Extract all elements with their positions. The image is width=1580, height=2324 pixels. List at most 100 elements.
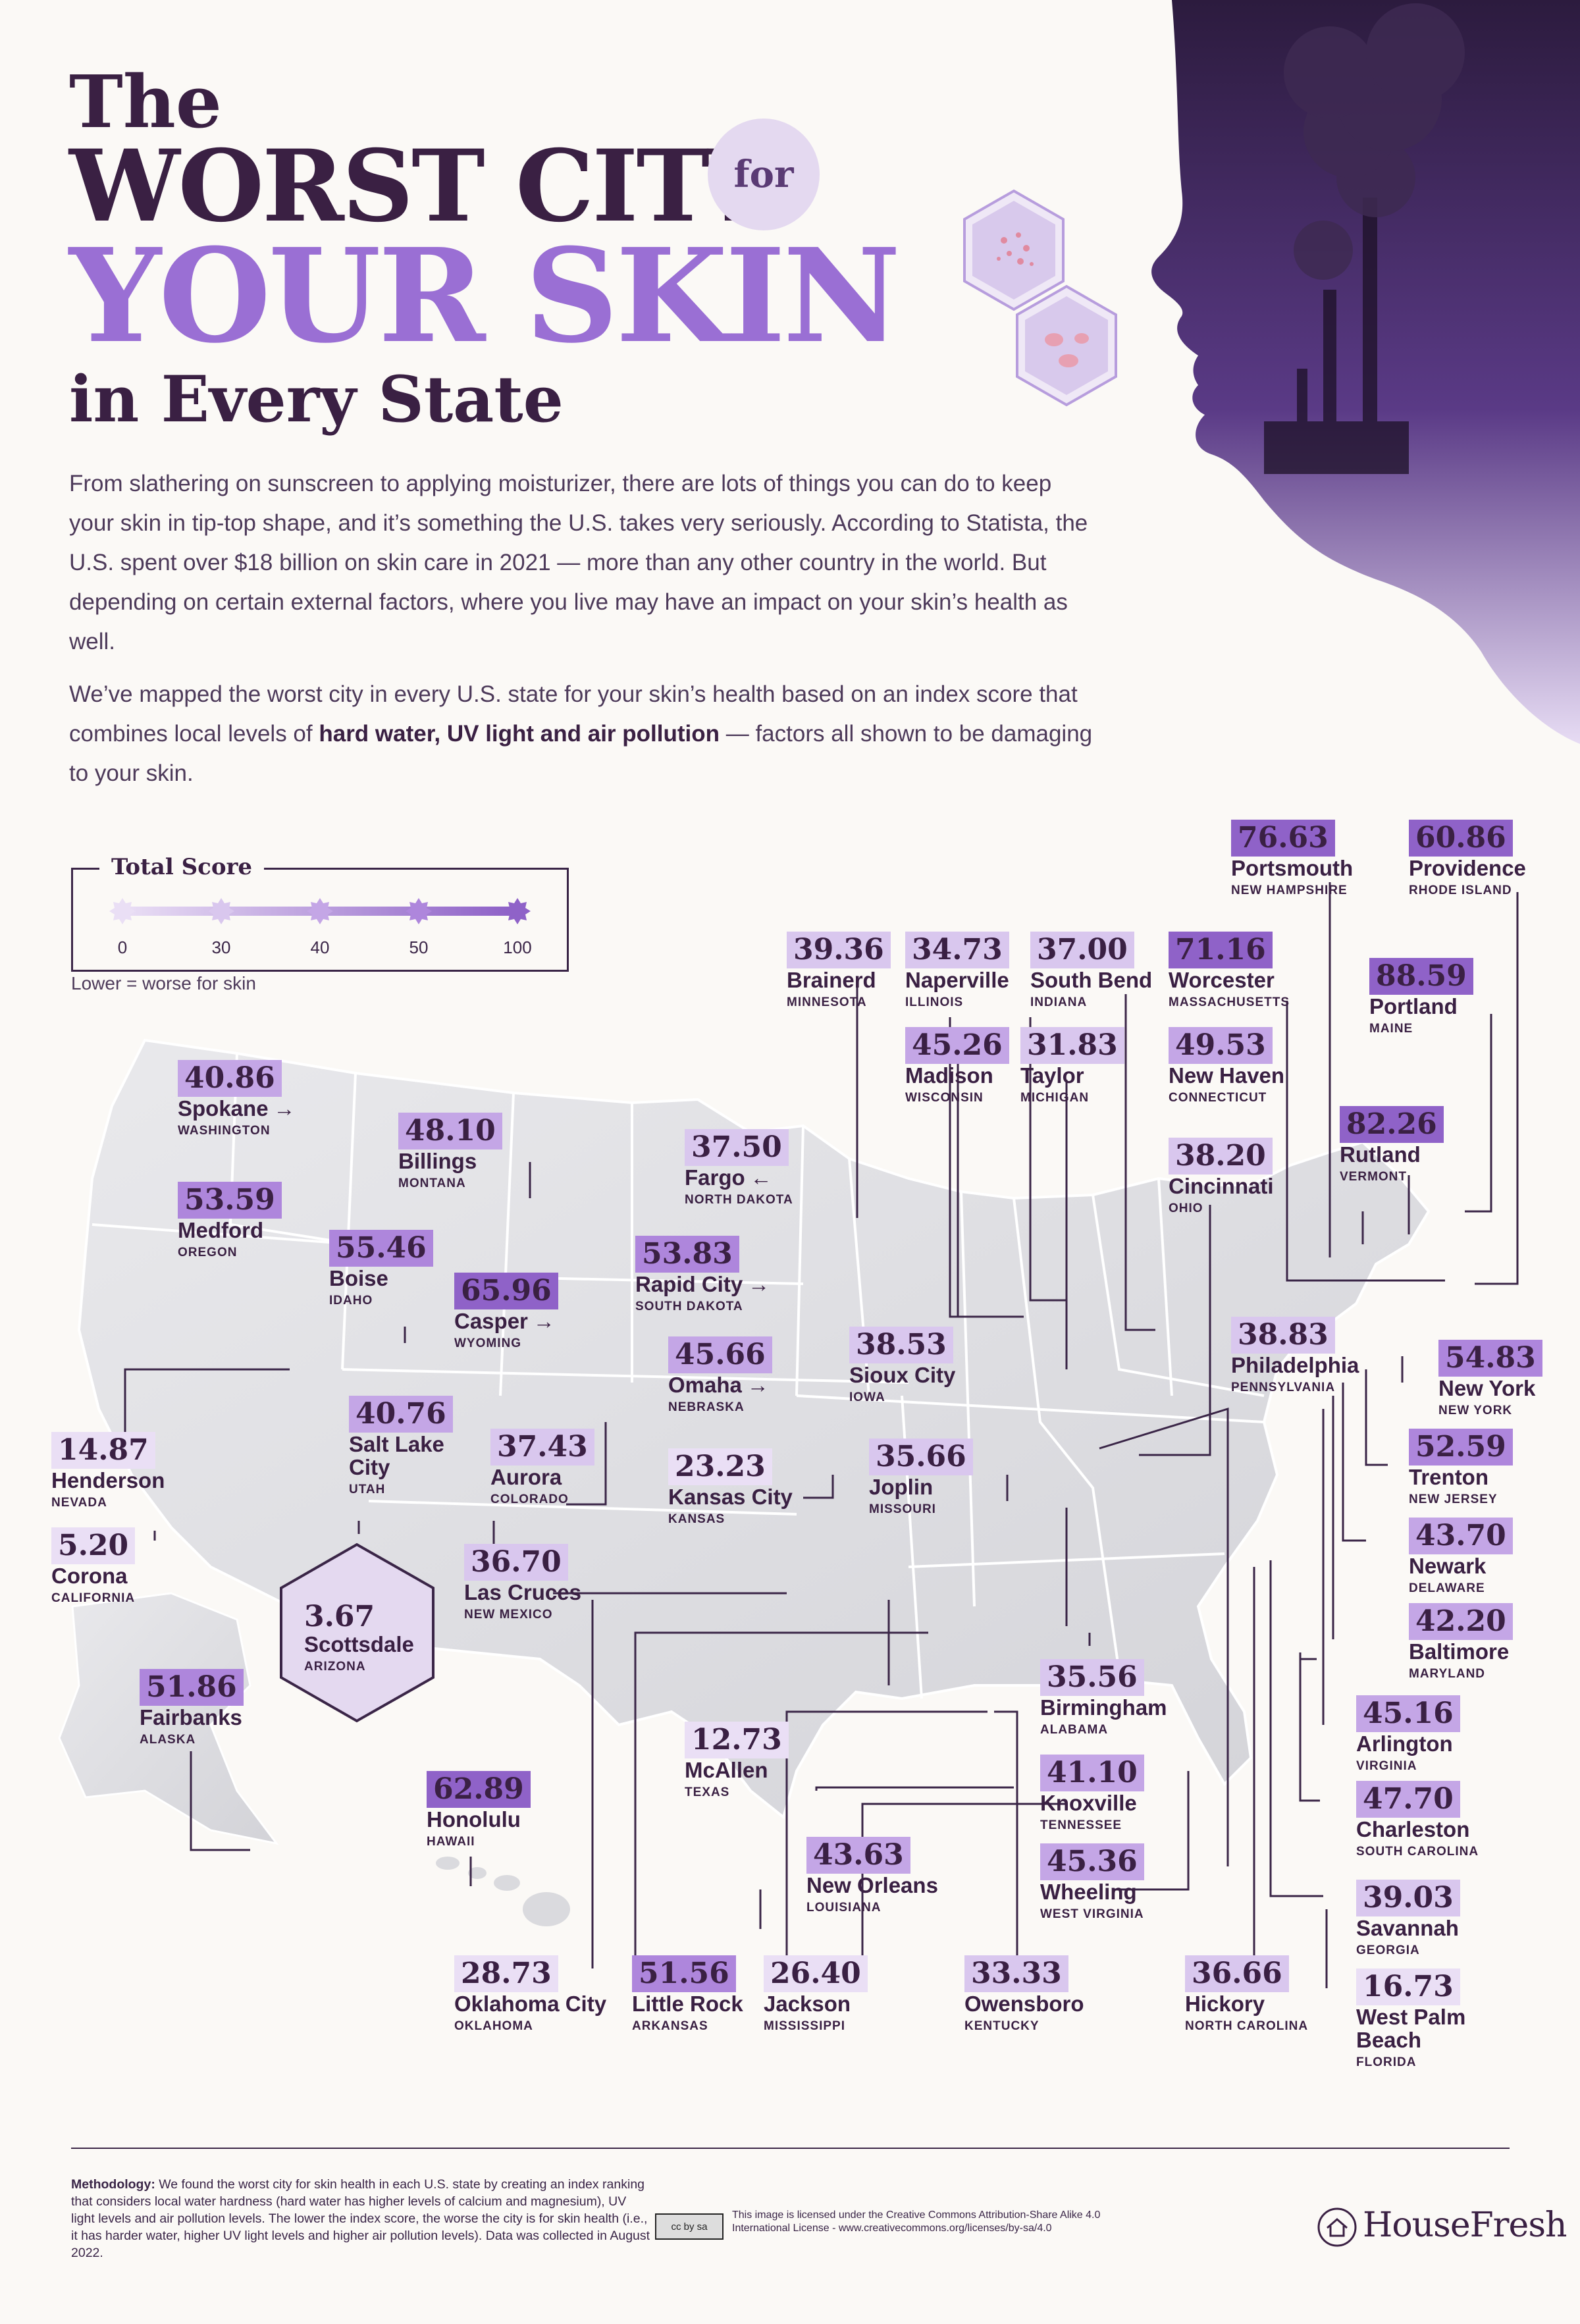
city-name: Savannah bbox=[1356, 1916, 1460, 1940]
city-name: Charleston bbox=[1356, 1818, 1479, 1841]
state-name: WYOMING bbox=[454, 1336, 521, 1350]
city-name: Spokane → bbox=[178, 1097, 296, 1120]
city-name-text: Boise bbox=[329, 1266, 388, 1290]
intro-text: We’ve mapped the worst city in every U.S… bbox=[69, 681, 1078, 747]
city-score: 40.86 bbox=[178, 1060, 282, 1097]
city-card-minnesota: 39.36 Brainerd MINNESOTA bbox=[787, 932, 891, 1010]
city-card-wyoming: 65.96 Casper → WYOMING bbox=[454, 1273, 558, 1351]
city-card-rhodeisland: 60.86 Providence RHODE ISLAND bbox=[1409, 820, 1526, 898]
city-card-newjersey: 52.59 Trenton NEW JERSEY bbox=[1409, 1429, 1513, 1507]
title-line-1: The bbox=[69, 59, 222, 144]
city-score: 42.20 bbox=[1409, 1603, 1513, 1640]
city-name-text: Corona bbox=[51, 1564, 128, 1588]
state-name: ARKANSAS bbox=[632, 2019, 708, 2033]
city-score: 37.43 bbox=[490, 1429, 594, 1466]
city-score: 49.53 bbox=[1169, 1027, 1273, 1064]
city-name: Birmingham bbox=[1040, 1696, 1167, 1719]
city-name: Fairbanks bbox=[140, 1706, 244, 1729]
intro-paragraph-1: From slathering on sunscreen to applying… bbox=[69, 471, 1088, 654]
city-name: Portland bbox=[1369, 995, 1473, 1018]
state-name: MASSACHUSETTS bbox=[1169, 995, 1290, 1009]
intro-text-end: — factors all shown to be damaging to yo… bbox=[69, 721, 1093, 786]
city-name-text: Rapid City bbox=[635, 1272, 743, 1296]
city-score: 37.00 bbox=[1030, 932, 1134, 968]
city-name-text: Honolulu bbox=[427, 1807, 521, 1832]
city-card-southdakota: 53.83 Rapid City → SOUTH DAKOTA bbox=[635, 1236, 770, 1314]
city-name: Medford bbox=[178, 1219, 282, 1242]
cc-license-badge: cc by sa bbox=[655, 2213, 724, 2240]
city-name-text: Providence bbox=[1409, 856, 1526, 880]
city-card-arizona: 3.67 Scottsdale ARIZONA bbox=[304, 1601, 414, 1674]
city-name: New Orleans bbox=[806, 1874, 938, 1897]
state-name: ALABAMA bbox=[1040, 1723, 1109, 1737]
city-score: 16.73 bbox=[1356, 1968, 1460, 2005]
city-score: 55.46 bbox=[329, 1230, 433, 1267]
city-score: 45.16 bbox=[1356, 1695, 1460, 1732]
city-card-oklahoma: 28.73 Oklahoma City OKLAHOMA bbox=[454, 1955, 606, 2034]
state-name: RHODE ISLAND bbox=[1409, 884, 1512, 897]
city-card-colorado: 37.43 Aurora COLORADO bbox=[490, 1429, 594, 1507]
state-name: VIRGINIA bbox=[1356, 1759, 1417, 1773]
city-score: 62.89 bbox=[427, 1771, 531, 1808]
state-name: HAWAII bbox=[427, 1835, 475, 1849]
state-name: OKLAHOMA bbox=[454, 2019, 533, 2033]
city-name-text: Oklahoma City bbox=[454, 1992, 607, 2016]
city-name-text: New Haven bbox=[1169, 1063, 1285, 1088]
city-name-text: Las Cruces bbox=[464, 1580, 581, 1604]
state-name: NEW YORK bbox=[1438, 1404, 1513, 1417]
city-name: Providence bbox=[1409, 857, 1526, 880]
city-name-text: Philadelphia bbox=[1231, 1353, 1359, 1377]
city-score: 43.63 bbox=[806, 1837, 910, 1874]
city-score: 39.03 bbox=[1356, 1880, 1460, 1916]
city-name-text: Medford bbox=[178, 1218, 264, 1242]
city-score: 76.63 bbox=[1231, 820, 1335, 857]
city-name: New Haven bbox=[1169, 1064, 1284, 1087]
city-score: 12.73 bbox=[685, 1722, 789, 1758]
city-card-northdakota: 37.50 Fargo ← NORTH DAKOTA bbox=[685, 1129, 793, 1207]
state-name: MAINE bbox=[1369, 1022, 1413, 1036]
title-line-4: in Every State bbox=[69, 362, 564, 436]
city-name-text: Omaha bbox=[668, 1373, 742, 1397]
city-score: 48.10 bbox=[398, 1113, 502, 1149]
city-card-maryland: 42.20 Baltimore MARYLAND bbox=[1409, 1603, 1513, 1681]
legend-tick-label: 0 bbox=[117, 938, 128, 957]
city-card-newyork: 54.83 New York NEW YORK bbox=[1438, 1340, 1542, 1418]
city-score: 51.86 bbox=[140, 1669, 244, 1706]
city-score: 65.96 bbox=[454, 1273, 558, 1309]
city-name-text: Trenton bbox=[1409, 1465, 1488, 1489]
city-name: Oklahoma City bbox=[454, 1992, 606, 2015]
state-name: WASHINGTON bbox=[178, 1124, 271, 1138]
state-name: OHIO bbox=[1169, 1202, 1203, 1215]
city-name: Hickory bbox=[1185, 1992, 1308, 2015]
city-score: 41.10 bbox=[1040, 1755, 1144, 1791]
city-name: Rutland bbox=[1340, 1143, 1444, 1166]
city-name-text: Brainerd bbox=[787, 968, 876, 992]
city-card-kansas: 23.23 Kansas City KANSAS bbox=[668, 1448, 793, 1527]
state-name: LOUISIANA bbox=[806, 1901, 882, 1915]
methodology-text: We found the worst city for skin health … bbox=[71, 2177, 650, 2260]
state-name: ALASKA bbox=[140, 1733, 196, 1747]
city-name-text: Rutland bbox=[1340, 1142, 1421, 1167]
state-name: NEW MEXICO bbox=[464, 1608, 553, 1622]
city-score: 37.50 bbox=[685, 1129, 789, 1166]
city-card-indiana: 37.00 South Bend INDIANA bbox=[1030, 932, 1152, 1010]
city-score: 71.16 bbox=[1169, 932, 1273, 968]
city-card-delaware: 43.70 Newark DELAWARE bbox=[1409, 1518, 1513, 1596]
state-name: NEBRASKA bbox=[668, 1400, 745, 1414]
state-name: NEW JERSEY bbox=[1409, 1492, 1498, 1506]
state-name: NORTH DAKOTA bbox=[685, 1193, 793, 1207]
city-card-idaho: 55.46 Boise IDAHO bbox=[329, 1230, 433, 1308]
city-name-text: Fargo bbox=[685, 1165, 745, 1190]
state-name: MONTANA bbox=[398, 1176, 466, 1190]
city-name-text: Owensboro bbox=[964, 1992, 1084, 2016]
city-score: 35.56 bbox=[1040, 1659, 1144, 1696]
city-name-text: Casper bbox=[454, 1309, 528, 1333]
state-name: PENNSYLVANIA bbox=[1231, 1381, 1336, 1394]
intro-emphasis: hard water, UV light and air pollution bbox=[319, 721, 720, 747]
city-name: Rapid City → bbox=[635, 1273, 770, 1296]
city-name: Wheeling bbox=[1040, 1880, 1144, 1903]
city-name-text: Spokane bbox=[178, 1096, 269, 1121]
city-name: Fargo ← bbox=[685, 1166, 793, 1189]
pointer-arrow-icon: → bbox=[533, 1309, 555, 1333]
title-for-badge: for bbox=[708, 119, 820, 230]
